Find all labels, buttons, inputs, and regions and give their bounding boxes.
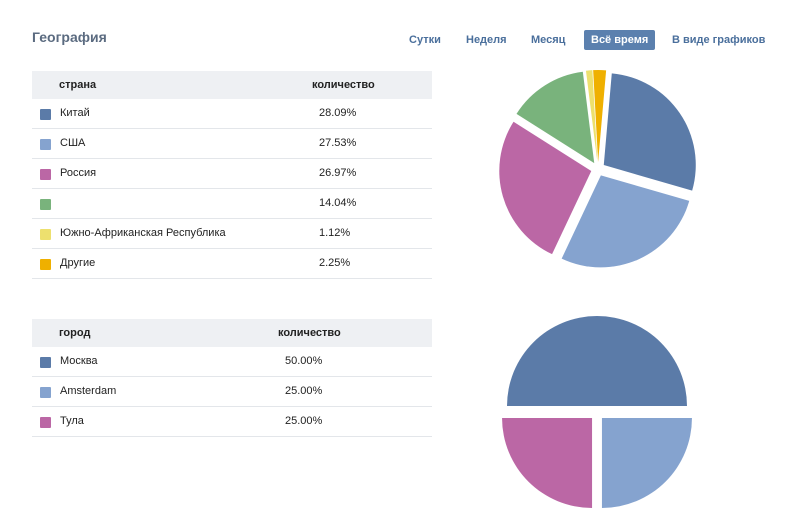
period-tabs: Сутки Неделя Месяц Всё время В виде граф… xyxy=(0,30,796,52)
page-title: География xyxy=(32,29,107,45)
legend-swatch xyxy=(40,109,51,120)
countries-pie-chart xyxy=(499,70,696,268)
city-percentage: 25.00% xyxy=(285,385,323,397)
country-row: Китай 28.09% xyxy=(32,99,432,129)
country-row: Южно-Африканская Республика 1.12% xyxy=(32,219,432,249)
legend-swatch xyxy=(40,417,51,428)
city-name: Amsterdam xyxy=(60,385,117,397)
country-pie-slice[interactable] xyxy=(561,175,690,268)
legend-swatch xyxy=(40,169,51,180)
tab-month[interactable]: Месяц xyxy=(531,34,566,46)
city-percentage: 25.00% xyxy=(285,415,323,427)
legend-swatch xyxy=(40,199,51,210)
column-header-city: город xyxy=(59,327,91,339)
city-row: Москва 50.00% xyxy=(32,347,432,377)
country-row: 14.04% xyxy=(32,189,432,219)
tab-all-time[interactable]: Всё время xyxy=(584,30,656,50)
country-name: Южно-Африканская Республика xyxy=(60,227,226,239)
country-percentage: 28.09% xyxy=(319,107,357,119)
city-name: Москва xyxy=(60,355,98,367)
country-row: Россия 26.97% xyxy=(32,159,432,189)
country-name: США xyxy=(60,137,86,149)
cities-pie-chart xyxy=(502,316,692,508)
city-pie-slice[interactable] xyxy=(601,417,692,508)
countries-table-header: страна количество xyxy=(32,71,432,99)
country-percentage: 2.25% xyxy=(319,257,351,269)
country-row: Другие 2.25% xyxy=(32,249,432,279)
country-pie-slice[interactable] xyxy=(603,73,696,191)
cities-table-header: город количество xyxy=(32,319,432,347)
city-row: Тула 25.00% xyxy=(32,407,432,437)
country-percentage: 26.97% xyxy=(319,167,357,179)
tab-day[interactable]: Сутки xyxy=(409,34,441,46)
legend-swatch xyxy=(40,259,51,270)
country-pie-slice[interactable] xyxy=(593,70,607,163)
city-pie-slice[interactable] xyxy=(507,316,687,406)
tab-week[interactable]: Неделя xyxy=(466,34,507,46)
country-percentage: 1.12% xyxy=(319,227,351,239)
country-percentage: 14.04% xyxy=(319,197,357,209)
legend-swatch xyxy=(40,357,51,368)
column-header-country: страна xyxy=(59,79,97,91)
country-name: Россия xyxy=(60,167,97,179)
legend-swatch xyxy=(40,229,51,240)
city-percentage: 50.00% xyxy=(285,355,323,367)
country-percentage: 27.53% xyxy=(319,137,357,149)
column-header-count: количество xyxy=(312,79,375,91)
cities-table: город количество Москва 50.00% Amsterdam 25… xyxy=(32,319,432,437)
legend-swatch xyxy=(40,387,51,398)
country-name: Китай xyxy=(60,107,90,119)
city-row: Amsterdam 25.00% xyxy=(32,377,432,407)
country-pie-slice[interactable] xyxy=(499,121,592,255)
column-header-count: количество xyxy=(278,327,341,339)
country-row: США 27.53% xyxy=(32,129,432,159)
city-pie-slice[interactable] xyxy=(502,417,593,508)
countries-table: страна количество Китай 28.09% США 27.53% Ро… xyxy=(32,71,432,279)
country-pie-slice[interactable] xyxy=(585,70,598,163)
legend-swatch xyxy=(40,139,51,150)
tab-graph-view[interactable]: В виде графиков xyxy=(672,34,766,46)
country-name: Другие xyxy=(60,257,96,269)
city-name: Тула xyxy=(60,415,84,427)
country-pie-slice[interactable] xyxy=(516,71,595,164)
